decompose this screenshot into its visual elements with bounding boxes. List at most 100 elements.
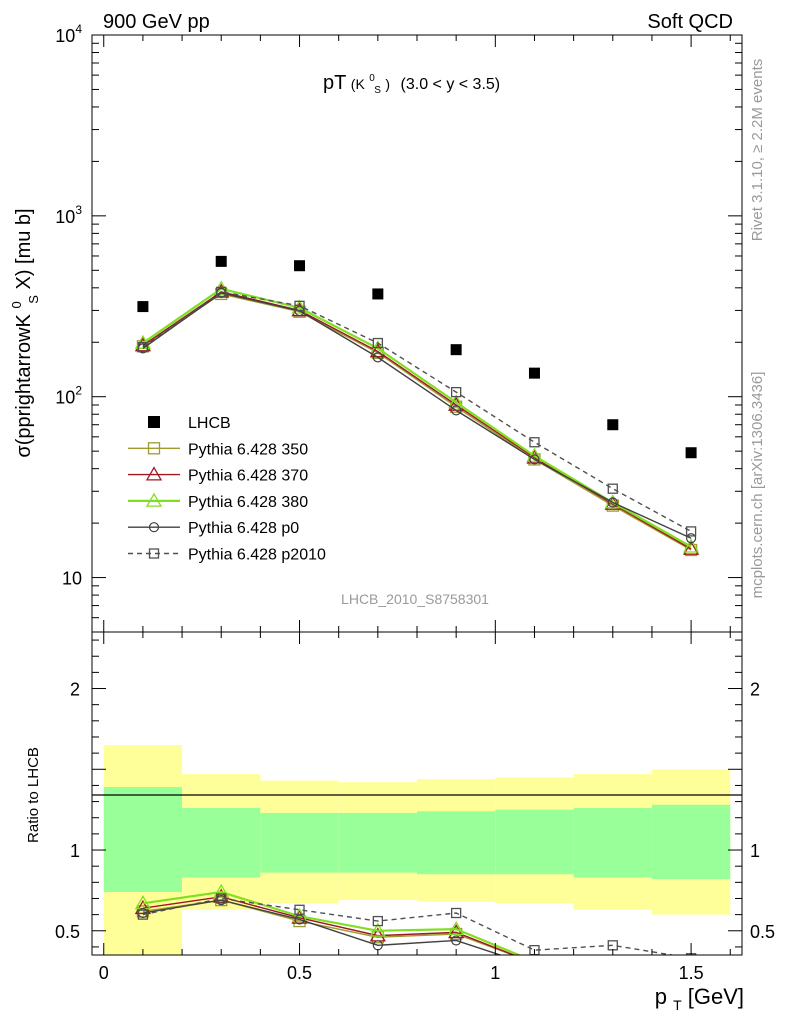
series-line-3: [142, 292, 692, 539]
data-point-0: [137, 301, 149, 313]
ratio-series-1-marker-1: [213, 888, 230, 903]
series-line-1: [142, 291, 692, 550]
title-particle-sup: 0: [369, 73, 375, 84]
data-point-2: [294, 260, 306, 272]
header-left: 900 GeV pp: [103, 11, 210, 33]
x-tick-label-3: 1.5: [679, 963, 704, 983]
series-3-marker-7: [685, 533, 697, 544]
y-tick-base: 10: [55, 207, 75, 227]
legend-label-1: Pythia 6.428 350: [188, 441, 308, 458]
ratio-series-line-0: [142, 899, 515, 955]
series-4-marker-3: [372, 337, 383, 349]
header-right: Soft QCD: [647, 11, 733, 33]
series-1-marker-6: [604, 495, 621, 510]
legend-label-4: Pythia 6.428 p0: [188, 520, 299, 537]
y-axis-label: σ(pprightarrowK 0 S X) [mu b]: [4, 208, 43, 457]
y-tick-base: 10: [55, 26, 75, 46]
y-tick-label-3: 104: [55, 22, 82, 46]
ratio-series-line-4: [142, 897, 676, 955]
series-2-marker-6: [604, 494, 621, 509]
series-2-marker-7: [682, 538, 700, 553]
ratio-series-2-marker-5: [533, 953, 536, 955]
ratio-series-3-marker-5: [530, 962, 539, 971]
ratio-series-2-marker-6: [606, 963, 620, 975]
x-axis-label-end: [GeV]: [688, 984, 744, 1009]
green-band-bin-5: [495, 809, 574, 875]
series-4-marker-6: [607, 483, 618, 494]
series-3-marker-5: [529, 454, 540, 465]
x-tick-label-2: 1: [490, 963, 500, 983]
analysis-label: LHCB_2010_S8758301: [341, 591, 489, 607]
series-2-marker-2: [291, 299, 308, 314]
ratio-series-line-3: [142, 899, 503, 955]
ratio-panel-axes: 0 0.5 1 1.5 0.5 0.5 1 1 2 2: [55, 632, 775, 983]
data-point-4: [450, 344, 462, 356]
y-tick-label-2: 103: [55, 203, 82, 227]
ratio-series-4-marker-2: [294, 904, 305, 915]
data-point-7: [685, 447, 697, 459]
top-panel-series: [134, 280, 700, 557]
legend-marker-3: [145, 492, 163, 507]
legend-label-3: Pythia 6.428 380: [188, 494, 308, 511]
series-3-marker-4: [451, 405, 462, 416]
ratio-y-tick-label-right-0: 0.5: [750, 922, 775, 942]
ratio-y-axis-label: Ratio to LHCB: [25, 747, 42, 843]
series-4-marker-5: [529, 437, 540, 448]
series-3-marker-6: [607, 497, 618, 508]
series-2-marker-5: [526, 447, 543, 462]
legend-label-5: Pythia 6.428 p2010: [188, 547, 326, 564]
y-tick-label-0: 10: [62, 569, 82, 589]
data-point-3: [372, 288, 384, 300]
ratio-series-2-marker-2: [291, 907, 308, 923]
title-range: (3.0 < y < 3.5): [401, 76, 501, 93]
title-particle: (K: [351, 76, 366, 92]
x-tick-label-0: 0: [99, 963, 109, 983]
y-tick-label-1: 102: [55, 384, 82, 408]
rivet-version-text: Rivet 3.1.10, ≥ 2.2M events: [749, 59, 766, 242]
green-band-bin-2: [260, 812, 339, 873]
series-4-marker-1: [216, 286, 227, 297]
data-point-1: [215, 255, 227, 267]
y-axis-label-main: σ(pprightarrowK: [13, 313, 35, 457]
green-band-bin-7: [651, 804, 731, 880]
series-line-4: [142, 291, 692, 533]
series-4-marker-4: [451, 386, 462, 398]
x-axis-label-main: p: [655, 984, 667, 1009]
x-tick-label-1: 0.5: [287, 963, 312, 983]
y-tick-exp: 2: [75, 384, 82, 398]
series-4-marker-2: [294, 300, 305, 311]
ratio-y-tick-label-right-2: 2: [750, 680, 760, 700]
y-tick-base: 10: [55, 388, 75, 408]
series-4-marker-0: [137, 341, 149, 353]
series-1-marker-7: [682, 540, 700, 555]
series-line-0: [142, 293, 692, 551]
series-2-marker-4: [448, 394, 465, 409]
legend-marker-4: [148, 522, 160, 533]
legend-marker-5: [148, 548, 160, 559]
legend: LHCB Pythia 6.428 350 Pythia 6.428 370 Pyth…: [128, 415, 326, 564]
y-axis-label-sub: S: [26, 295, 41, 304]
legend-marker-2: [145, 466, 163, 481]
green-band-bin-6: [573, 808, 652, 878]
ratio-series-4-marker-3: [372, 915, 383, 927]
legend-marker-lhcb: [148, 416, 160, 428]
ratio-series-1-marker-6: [606, 964, 620, 976]
y-axis-label-sup: 0: [9, 301, 24, 308]
ratio-series-0-marker-5: [529, 958, 540, 969]
x-axis-label: p T [GeV]: [655, 984, 744, 1015]
green-band-bin-1: [182, 808, 261, 878]
ratio-series-2-marker-3: [369, 922, 386, 937]
data-point-5: [528, 367, 540, 379]
ratio-series-3-marker-6: [608, 967, 617, 976]
ratio-y-tick-label-left-0: 0.5: [55, 922, 80, 942]
legend-label-0: LHCB: [188, 415, 231, 432]
legend-marker-1: [147, 442, 161, 455]
ratio-y-tick-label-left-1: 1: [70, 841, 80, 861]
ratio-series-4-marker-1: [216, 893, 227, 904]
y-tick-exp: 3: [75, 203, 82, 217]
mcplots-text: mcplots.cern.ch [arXiv:1306.3436]: [749, 372, 766, 599]
ratio-series-1-marker-5: [534, 954, 535, 955]
title-main: pT: [323, 72, 346, 94]
